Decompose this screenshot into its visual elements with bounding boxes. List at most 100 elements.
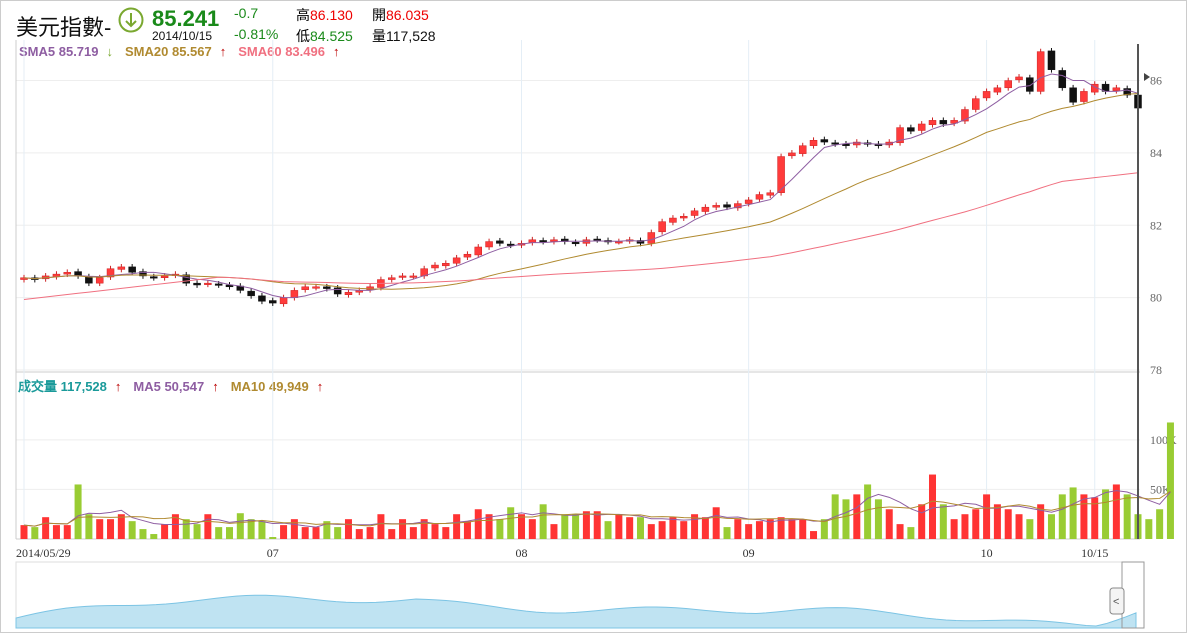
volume-bar [388, 529, 396, 539]
volume-bar [572, 514, 580, 539]
candle-body [95, 277, 104, 284]
volume-bar [182, 519, 190, 539]
volume-bar [539, 504, 547, 539]
candle-body [258, 295, 266, 302]
candle-body [463, 253, 472, 258]
volume-bar [1080, 494, 1088, 539]
volume-bar [799, 519, 807, 539]
volume-bar [366, 527, 374, 539]
volume-bar [1004, 509, 1012, 539]
volume-bar [615, 514, 623, 539]
price-legend-item-2: SMA60 83.496 ↑ [238, 44, 345, 59]
volume-bar [766, 519, 774, 539]
volume-bar [139, 529, 147, 539]
volume-bar [453, 514, 461, 539]
candle-body [1047, 50, 1056, 70]
index-title: 美元指數- [16, 15, 112, 40]
candle-body [182, 274, 190, 284]
candle-body [150, 276, 158, 279]
volume-bar [420, 519, 428, 539]
legend-label: 成交量 117,528 [18, 379, 107, 394]
volume-legend-item-0: 成交量 117,528 ↑ [18, 379, 127, 394]
trend-arrow-icon: ↑ [332, 44, 340, 59]
volume-bar [474, 509, 482, 539]
candle-body [442, 263, 450, 267]
volume-bar [518, 514, 526, 539]
candle-body [571, 242, 580, 245]
price-change-pct: -0.81% [234, 26, 279, 42]
volume-bar [399, 519, 407, 539]
candle-body [1080, 91, 1088, 102]
volume-bar [626, 517, 634, 539]
volume-bar [582, 511, 590, 539]
volume-bar [1123, 494, 1131, 539]
x-tick-label: 09 [743, 546, 755, 560]
candle-body [928, 120, 937, 125]
volume-bar [918, 504, 926, 539]
volume-legend-item-1: MA5 50,547 ↑ [133, 379, 224, 394]
candle-body [820, 139, 829, 143]
candle-body [85, 276, 93, 284]
volume-tick-label: 50K [1150, 482, 1171, 496]
volume-bar [247, 519, 255, 539]
candle-body [539, 240, 547, 243]
volume-bar [301, 527, 309, 539]
candle-body [917, 123, 926, 131]
volume-bar [74, 484, 82, 539]
candle-body [669, 217, 677, 223]
candle-body [766, 192, 775, 196]
low-label: 低 [296, 28, 310, 44]
volume-bar [961, 514, 969, 539]
candle-body [139, 271, 147, 277]
volume-bar [528, 519, 536, 539]
volume-legend-item-2: MA10 49,949 ↑ [231, 379, 330, 394]
volume-bar [96, 519, 104, 539]
volume-bar [117, 514, 125, 539]
volume-ma10-line [23, 490, 1171, 527]
volume-bar [107, 519, 115, 539]
volume-bar [225, 527, 233, 539]
x-tick-label: 10/15 [1081, 546, 1108, 560]
volume-bar [972, 509, 980, 539]
chevron-left-icon: < [1113, 596, 1119, 608]
volume-bar [593, 511, 601, 539]
volume-bar [442, 527, 450, 539]
volume-bar [31, 527, 39, 539]
candle-body [1123, 88, 1131, 96]
volume-bar [334, 527, 342, 539]
x-tick-label: 2014/05/29 [16, 546, 71, 560]
volume-bar [204, 514, 212, 539]
candle-body [636, 240, 645, 244]
volume-bar [1166, 422, 1174, 539]
candle-body [712, 205, 720, 208]
candle-body [723, 204, 731, 208]
candle-body [193, 282, 201, 286]
volume-bar [85, 514, 93, 539]
volume-bar [1058, 494, 1066, 539]
navigator-handle[interactable] [1109, 587, 1125, 615]
volume-bar [712, 507, 720, 539]
candle-body [701, 206, 710, 212]
volume-bar [1102, 489, 1110, 539]
candle-body [247, 290, 255, 297]
candle-body [658, 221, 666, 233]
volume-bar [647, 524, 655, 539]
candle-body [279, 297, 288, 305]
price-legend-item-0: SMA5 85.719 ↓ [19, 44, 119, 59]
volume-bar [409, 527, 417, 539]
volume-bar [939, 504, 947, 539]
trend-arrow-icon: ↓ [106, 44, 114, 59]
candle-body [1015, 76, 1023, 81]
volume-bar [701, 517, 709, 539]
price-tick-label: 86 [1150, 74, 1162, 88]
candle-body [896, 127, 904, 144]
navigator-area [15, 594, 1137, 629]
volume-legend: 成交量 117,528 ↑ MA5 50,547 ↑ MA10 49,949 ↑ [18, 376, 335, 395]
trend-arrow-icon: ↑ [212, 379, 219, 394]
legend-label: MA10 49,949 [230, 379, 309, 394]
volume-bar [215, 527, 223, 539]
candle-body [117, 266, 126, 270]
sma60-line [23, 172, 1139, 300]
volume-bar [507, 507, 515, 539]
